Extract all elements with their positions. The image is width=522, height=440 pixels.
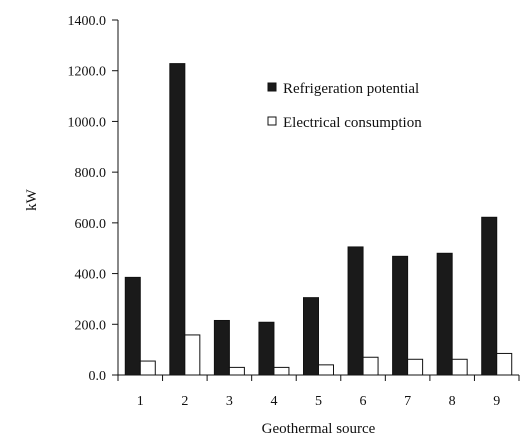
- bar-electrical-consumption: [318, 364, 334, 376]
- bar-refrigeration-potential: [303, 297, 319, 376]
- x-axis: 1 2 3 4 5 6 7 8 9: [117, 374, 520, 409]
- bar-refrigeration-potential: [213, 319, 230, 376]
- x-tick-label: 4: [270, 394, 277, 409]
- bar-refrigeration-potential: [124, 276, 141, 376]
- bar-electrical-consumption: [273, 366, 290, 376]
- y-tick-label: 400.0: [75, 268, 107, 283]
- x-tick-label: 8: [449, 394, 456, 409]
- bar-electrical-consumption: [362, 356, 379, 376]
- y-tick-label: 800.0: [75, 166, 107, 181]
- legend-label: Refrigeration potential: [283, 81, 419, 97]
- bar-electrical-consumption: [496, 352, 513, 376]
- y-tick-label: 1200.0: [68, 65, 107, 80]
- legend-swatch: [267, 82, 277, 92]
- bar-refrigeration-potential: [169, 63, 186, 376]
- bar-refrigeration-potential: [436, 252, 453, 376]
- x-axis-title: Geothermal source: [262, 421, 376, 437]
- y-axis: 0.0 200.0 400.0 600.0 800.0 1000.0 1200.0 1400.…: [68, 14, 119, 384]
- bar-refrigeration-potential: [481, 216, 498, 376]
- x-tick-label: 3: [226, 394, 233, 409]
- x-tick-label: 6: [360, 394, 367, 409]
- bar-electrical-consumption: [407, 358, 424, 376]
- y-tick-label: 0.0: [89, 369, 107, 384]
- legend: Refrigeration potential Electrical consum…: [267, 81, 422, 131]
- y-tick-label: 1400.0: [68, 14, 107, 29]
- legend-label: Electrical consumption: [283, 115, 422, 131]
- bars: [124, 63, 513, 376]
- x-tick-label: 2: [181, 394, 188, 409]
- bar-electrical-consumption: [184, 334, 201, 376]
- bar-electrical-consumption: [228, 366, 245, 376]
- bar-refrigeration-potential: [258, 321, 275, 376]
- x-tick-label: 7: [404, 394, 411, 409]
- x-tick-label: 5: [315, 394, 322, 409]
- bar-electrical-consumption: [451, 358, 468, 376]
- x-tick-label: 9: [493, 394, 500, 409]
- y-axis-title: kW: [24, 188, 40, 211]
- y-tick-label: 600.0: [75, 217, 107, 232]
- x-tick-label: 1: [137, 394, 144, 409]
- bar-electrical-consumption: [139, 360, 156, 376]
- y-tick-label: 200.0: [75, 318, 107, 333]
- bar-refrigeration-potential: [392, 255, 409, 376]
- y-tick-label: 1000.0: [68, 115, 107, 130]
- bar-refrigeration-potential: [347, 246, 364, 376]
- legend-swatch: [267, 116, 277, 126]
